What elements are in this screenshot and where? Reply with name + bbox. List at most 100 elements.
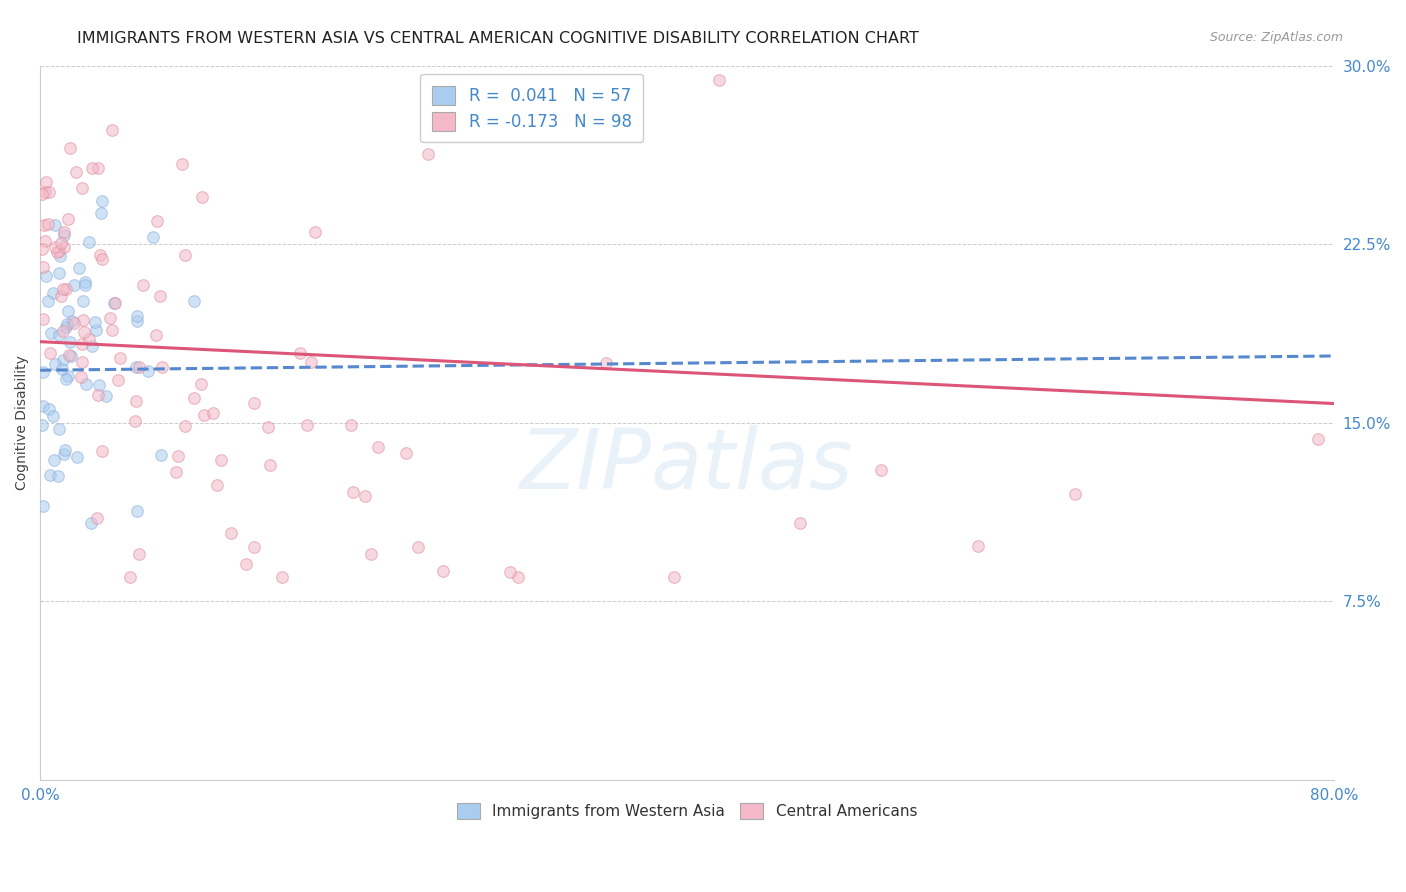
Point xyxy=(125,394,148,409)
Point xyxy=(342,484,364,499)
Point xyxy=(508,570,530,584)
Point xyxy=(709,73,731,87)
Point xyxy=(65,165,87,179)
Point xyxy=(34,185,56,199)
Point xyxy=(91,252,114,266)
Point xyxy=(270,570,292,584)
Point xyxy=(87,388,110,402)
Point xyxy=(104,295,127,310)
Point xyxy=(128,547,150,561)
Point xyxy=(48,249,70,263)
Point xyxy=(299,355,322,369)
Point xyxy=(45,245,67,260)
Point xyxy=(32,218,55,232)
Point xyxy=(394,446,416,460)
Point xyxy=(58,348,80,362)
Point xyxy=(48,266,70,280)
Point xyxy=(72,293,94,308)
Point xyxy=(53,447,76,461)
Point xyxy=(138,364,160,378)
Point xyxy=(42,285,65,300)
Point xyxy=(63,316,86,330)
Point xyxy=(789,516,811,530)
Point xyxy=(44,240,66,254)
Point xyxy=(127,309,149,323)
Point xyxy=(193,408,215,422)
Point xyxy=(48,421,70,435)
Point xyxy=(70,337,93,351)
Point xyxy=(170,157,193,171)
Point xyxy=(132,278,155,293)
Point xyxy=(49,289,72,303)
Point xyxy=(75,376,97,391)
Point xyxy=(56,368,79,383)
Point xyxy=(367,440,389,454)
Point xyxy=(77,235,100,249)
Point xyxy=(146,214,169,228)
Point xyxy=(173,248,195,262)
Point xyxy=(90,205,112,219)
Point xyxy=(870,463,893,477)
Point xyxy=(499,565,522,579)
Point xyxy=(967,540,990,554)
Point xyxy=(70,355,93,369)
Point xyxy=(90,444,112,458)
Point xyxy=(31,399,53,413)
Point xyxy=(32,260,55,274)
Point xyxy=(84,323,107,337)
Point xyxy=(145,327,167,342)
Point xyxy=(53,443,76,458)
Point xyxy=(1064,487,1087,501)
Point xyxy=(101,323,124,337)
Point xyxy=(94,389,117,403)
Point xyxy=(70,369,93,384)
Point xyxy=(418,146,440,161)
Point xyxy=(89,247,111,261)
Point xyxy=(257,420,280,434)
Point xyxy=(79,333,101,347)
Point xyxy=(52,324,75,338)
Point xyxy=(191,189,214,203)
Point xyxy=(125,360,148,375)
Point xyxy=(86,511,108,525)
Point xyxy=(82,161,104,175)
Point xyxy=(89,378,111,392)
Point xyxy=(339,417,361,432)
Point xyxy=(73,326,96,340)
Point xyxy=(55,371,77,385)
Point xyxy=(1306,432,1329,446)
Point xyxy=(38,186,60,200)
Point xyxy=(58,304,80,318)
Point xyxy=(53,227,76,242)
Point xyxy=(108,351,131,366)
Point xyxy=(32,499,55,513)
Point xyxy=(183,293,205,308)
Point xyxy=(100,123,122,137)
Point xyxy=(120,570,142,584)
Point xyxy=(87,161,110,176)
Point xyxy=(242,541,264,555)
Point xyxy=(31,186,53,201)
Point xyxy=(42,409,65,423)
Point xyxy=(408,540,430,554)
Point xyxy=(103,296,125,310)
Point xyxy=(56,212,79,227)
Point xyxy=(128,359,150,374)
Point xyxy=(83,315,105,329)
Point xyxy=(48,244,70,259)
Point xyxy=(60,314,83,328)
Point xyxy=(35,268,58,283)
Point xyxy=(75,277,97,292)
Point xyxy=(72,312,94,326)
Point xyxy=(80,516,103,530)
Point xyxy=(46,468,69,483)
Text: ZIPatlas: ZIPatlas xyxy=(520,425,853,506)
Point xyxy=(167,449,190,463)
Point xyxy=(190,377,212,392)
Point xyxy=(432,565,454,579)
Point xyxy=(52,225,75,239)
Y-axis label: Cognitive Disability: Cognitive Disability xyxy=(15,355,30,490)
Point xyxy=(242,396,264,410)
Point xyxy=(142,230,165,244)
Point xyxy=(165,465,187,479)
